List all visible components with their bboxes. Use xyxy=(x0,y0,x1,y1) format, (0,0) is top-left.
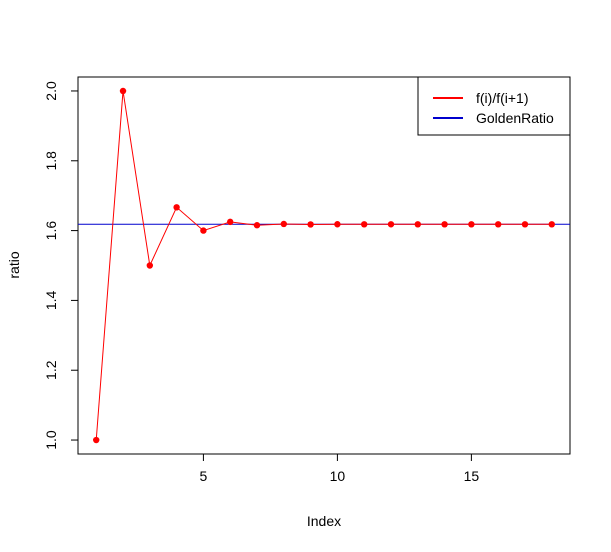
ratio-point xyxy=(441,221,448,228)
ratio-point xyxy=(93,436,100,444)
ratio-point xyxy=(307,221,314,228)
ratio-line xyxy=(95,90,552,441)
ratio-point xyxy=(360,221,368,228)
ratio-point xyxy=(146,262,154,269)
ratio-point xyxy=(468,221,475,228)
ratio-point xyxy=(548,221,555,228)
legend-label-golden: GoldenRatio xyxy=(476,110,554,126)
x-axis-title: Index xyxy=(307,513,341,529)
x-tick-label: 10 xyxy=(330,468,346,484)
ratio-point xyxy=(494,221,502,228)
ratio-point xyxy=(387,221,395,228)
ratio-point xyxy=(334,221,341,228)
legend-box xyxy=(417,76,571,136)
y-axis: 1.0 1.2 1.4 1.6 1.8 2.0 xyxy=(43,81,79,450)
ratio-point xyxy=(414,221,421,228)
x-tick-label: 15 xyxy=(464,468,480,484)
ratio-point xyxy=(521,221,529,228)
ratio-point xyxy=(253,222,261,229)
ratio-series xyxy=(93,87,555,444)
y-axis-title: ratio xyxy=(6,251,22,278)
legend-label-ratio: f(i)/f(i+1) xyxy=(476,90,529,106)
x-tick-label: 5 xyxy=(200,468,208,484)
y-tick-label: 1.2 xyxy=(43,360,59,380)
ratio-point xyxy=(119,87,127,95)
y-tick-label: 1.8 xyxy=(43,151,59,171)
ratio-point xyxy=(173,204,180,211)
y-tick-label: 1.6 xyxy=(43,221,59,241)
ratio-point xyxy=(280,220,288,228)
y-tick-label: 1.4 xyxy=(43,290,59,310)
legend: f(i)/f(i+1) GoldenRatio xyxy=(417,76,571,136)
ratio-point xyxy=(227,218,234,226)
x-axis: 5 10 15 xyxy=(200,453,480,484)
ratio-point xyxy=(200,227,207,234)
y-tick-label: 1.0 xyxy=(43,430,59,450)
y-tick-label: 2.0 xyxy=(43,81,59,101)
